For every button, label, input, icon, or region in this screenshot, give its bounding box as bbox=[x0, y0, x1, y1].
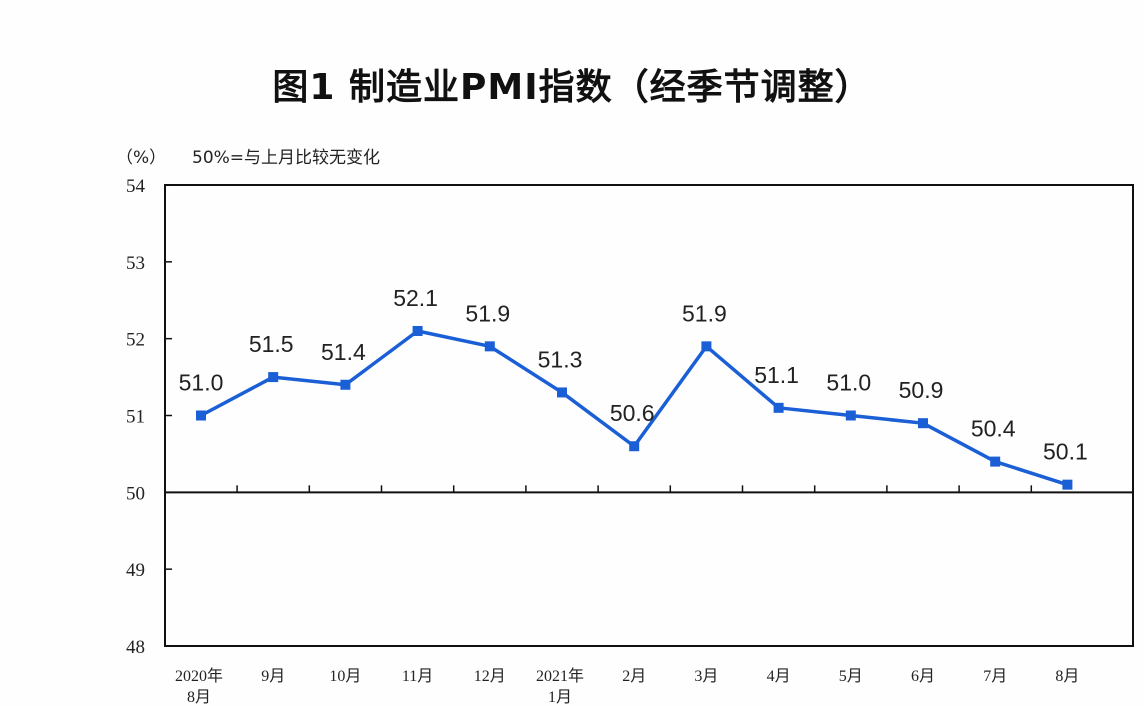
data-label: 51.3 bbox=[538, 346, 583, 372]
y-unit-label: （%） bbox=[116, 148, 167, 168]
x-tick-label: 8月 bbox=[1055, 668, 1079, 685]
x-tick-label: 1月 bbox=[548, 689, 572, 706]
data-point bbox=[557, 387, 567, 398]
data-label: 51.0 bbox=[826, 370, 871, 396]
x-tick-label: 2021年 bbox=[536, 667, 584, 685]
data-label: 50.4 bbox=[971, 416, 1016, 442]
data-point bbox=[268, 372, 279, 383]
data-point bbox=[629, 441, 640, 452]
x-tick-label: 8月 bbox=[187, 689, 211, 706]
data-label: 51.5 bbox=[249, 331, 294, 357]
x-tick-label: 10月 bbox=[329, 668, 361, 685]
y-tick-label: 52 bbox=[126, 330, 145, 351]
data-point bbox=[196, 410, 206, 421]
data-label: 50.6 bbox=[610, 400, 655, 426]
data-point bbox=[845, 410, 856, 421]
data-label: 50.9 bbox=[899, 377, 944, 403]
data-point bbox=[1062, 479, 1073, 490]
x-tick-label: 7月 bbox=[983, 668, 1007, 685]
data-point bbox=[484, 341, 495, 352]
chart-title: 图1 制造业PMI指数（经季节调整） bbox=[272, 67, 872, 108]
data-point bbox=[918, 418, 928, 429]
data-point bbox=[990, 456, 1001, 467]
y-tick-label: 53 bbox=[126, 253, 145, 274]
data-label: 51.0 bbox=[179, 370, 224, 396]
x-tick-label: 11月 bbox=[402, 668, 433, 685]
y-tick-label: 49 bbox=[126, 560, 145, 581]
data-point bbox=[701, 341, 712, 352]
x-tick-label: 5月 bbox=[839, 668, 863, 685]
data-label: 51.4 bbox=[321, 339, 366, 365]
x-tick-label: 2020年 bbox=[175, 667, 223, 685]
y-tick-label: 50 bbox=[126, 483, 145, 504]
data-label: 51.1 bbox=[754, 362, 799, 388]
data-point bbox=[773, 402, 784, 413]
x-tick-label: 6月 bbox=[911, 668, 935, 685]
x-tick-label: 2月 bbox=[622, 668, 646, 685]
x-tick-label: 4月 bbox=[767, 668, 791, 685]
data-label: 50.1 bbox=[1043, 439, 1088, 465]
x-tick-label: 12月 bbox=[474, 668, 506, 685]
data-point bbox=[412, 325, 423, 336]
x-tick-label: 3月 bbox=[694, 668, 718, 685]
data-point bbox=[340, 379, 351, 390]
data-label: 52.1 bbox=[393, 285, 438, 311]
y-tick-label: 48 bbox=[126, 637, 145, 658]
data-label: 51.9 bbox=[682, 300, 727, 326]
y-tick-label: 54 bbox=[126, 176, 146, 197]
reference-note: 50%=与上月比较无变化 bbox=[192, 148, 381, 168]
data-label: 51.9 bbox=[465, 300, 510, 326]
x-tick-label: 9月 bbox=[261, 668, 285, 685]
y-tick-label: 51 bbox=[126, 407, 145, 428]
